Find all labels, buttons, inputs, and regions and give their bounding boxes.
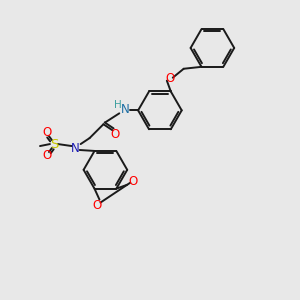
Text: O: O	[42, 149, 52, 162]
Text: O: O	[93, 199, 102, 212]
Text: O: O	[128, 175, 138, 188]
Text: N: N	[121, 103, 130, 116]
Text: N: N	[71, 142, 80, 154]
Text: S: S	[50, 138, 58, 151]
Text: O: O	[111, 128, 120, 141]
Text: O: O	[165, 72, 174, 85]
Text: O: O	[42, 126, 52, 139]
Text: H: H	[114, 100, 122, 110]
